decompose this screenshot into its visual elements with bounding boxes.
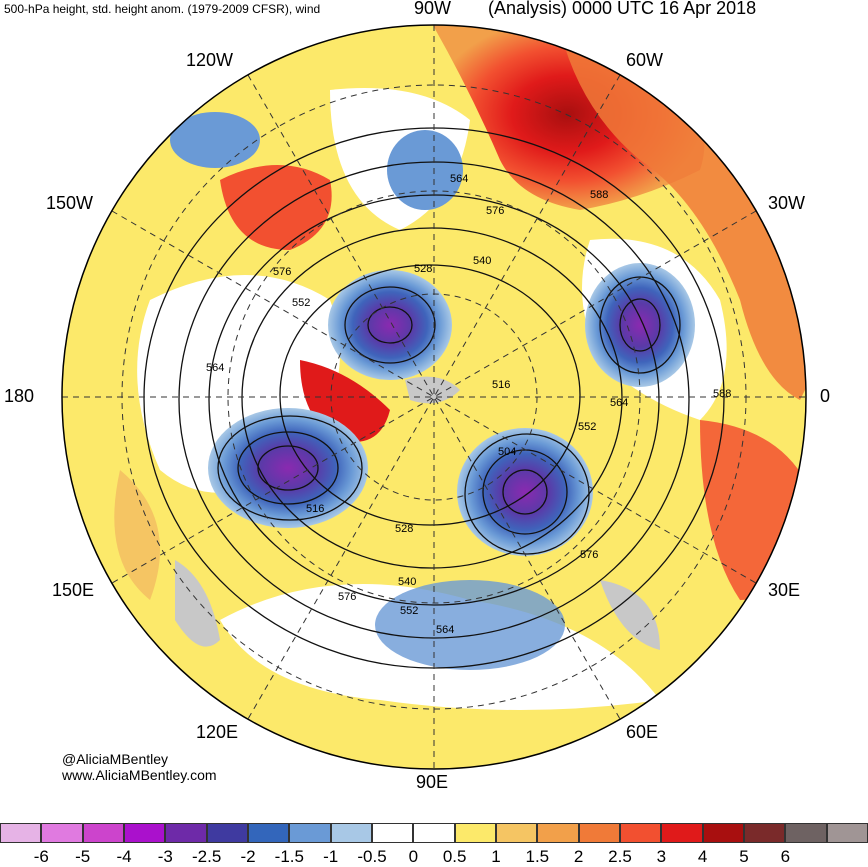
credit-website: www.AliciaMBentley.com: [62, 767, 217, 783]
colorbar-tick-label: -6: [33, 847, 49, 866]
colorbar-swatch: [330, 823, 372, 843]
map-title: 500-hPa height, std. height anom. (1979-…: [4, 2, 321, 16]
contour-label: 564: [206, 362, 224, 374]
contour-label: 576: [338, 591, 356, 603]
colorbar-swatch: [82, 823, 124, 843]
colorbar-tick-label: 0.5: [442, 847, 467, 866]
colorbar-swatch: [248, 823, 290, 843]
colorbar-tick-label: 6: [780, 847, 791, 866]
colorbar-tick-label: -4: [116, 847, 132, 866]
colorbar-tick-label: 4: [697, 847, 708, 866]
contour-label: 588: [590, 189, 608, 201]
lon-label-90e: 90E: [416, 772, 449, 792]
colorbar-swatch: [620, 823, 662, 843]
colorbar-tick-label: 3: [656, 847, 667, 866]
colorbar-tick-label: 2.5: [608, 847, 632, 866]
contour-label: 552: [578, 421, 596, 433]
lon-label-30w: 30W: [768, 193, 806, 213]
contour-label: 576: [580, 549, 598, 561]
colorbar-tick-label: -2: [240, 847, 256, 866]
colorbar-swatch: [744, 823, 786, 843]
colorbar-tick-label: 0: [408, 847, 419, 866]
lon-label-90w: 90W: [414, 0, 452, 18]
colorbar-swatch: [454, 823, 496, 843]
lon-label-60w: 60W: [626, 50, 664, 70]
colorbar-swatch: [289, 823, 331, 843]
analysis-time: (Analysis) 0000 UTC 16 Apr 2018: [488, 0, 757, 18]
lon-label-30e: 30E: [768, 580, 801, 600]
contour-label: 504: [498, 446, 516, 458]
colorbar-tick-label: 2: [573, 847, 584, 866]
colorbar-swatch: [41, 823, 83, 843]
colorbar-tick-label: -5: [75, 847, 91, 866]
contour-label: 540: [473, 255, 491, 267]
colorbar-swatch: [165, 823, 207, 843]
colorbar-swatch: [496, 823, 538, 843]
colorbar-tick-label: -1: [323, 847, 339, 866]
colorbar-tick-label: -1.5: [274, 847, 304, 866]
contour-label: 576: [486, 205, 504, 217]
colorbar-swatch: [537, 823, 579, 843]
lon-label-150w: 150W: [46, 193, 94, 213]
map-boundary: [61, 24, 807, 770]
lon-label-120e: 120E: [196, 722, 239, 742]
colorbar-swatch: [0, 823, 42, 843]
colorbar-tick-label: -2.5: [192, 847, 222, 866]
contour-label: 516: [306, 503, 324, 515]
colorbar-swatch: [578, 823, 620, 843]
lon-label-150e: 150E: [52, 580, 95, 600]
colorbar-tick-label: -0.5: [357, 847, 387, 866]
lon-label-180: 180: [4, 386, 35, 406]
colorbar: [0, 823, 868, 845]
colorbar-swatch: [661, 823, 703, 843]
lon-label-60e: 60E: [626, 722, 659, 742]
colorbar-swatch: [785, 823, 827, 843]
graticule: [62, 25, 806, 769]
colorbar-tick-label: 1.5: [525, 847, 550, 866]
contour-label: 564: [610, 397, 628, 409]
lon-label-120w: 120W: [186, 50, 234, 70]
contour-labels: 504 516 516 528 528 540 540 552 552 552 …: [206, 173, 731, 636]
colorbar-swatch: [413, 823, 455, 843]
contour-label: 552: [292, 297, 310, 309]
contour-label: 516: [492, 379, 510, 391]
colorbar-tick-label: 5: [739, 847, 749, 866]
lon-label-0: 0: [820, 386, 831, 406]
colorbar-swatch: [702, 823, 744, 843]
colorbar-swatch: [826, 823, 868, 843]
anomaly-field: [62, 25, 806, 769]
contour-label: 576: [273, 266, 291, 278]
colorbar-tick-label: 1: [491, 847, 501, 866]
credit-twitter: @AliciaMBentley: [62, 751, 169, 767]
contour-label: 564: [436, 624, 454, 636]
colorbar-swatch: [206, 823, 248, 843]
colorbar-tick-label: -3: [157, 847, 173, 866]
contour-label: 528: [414, 263, 432, 275]
colorbar-swatch: [372, 823, 414, 843]
contour-label: 528: [395, 523, 413, 535]
contour-label: 564: [450, 173, 468, 185]
contour-label: 552: [400, 605, 418, 617]
contour-label: 540: [398, 576, 416, 588]
contour-label: 588: [713, 388, 731, 400]
colorbar-swatch: [124, 823, 166, 843]
